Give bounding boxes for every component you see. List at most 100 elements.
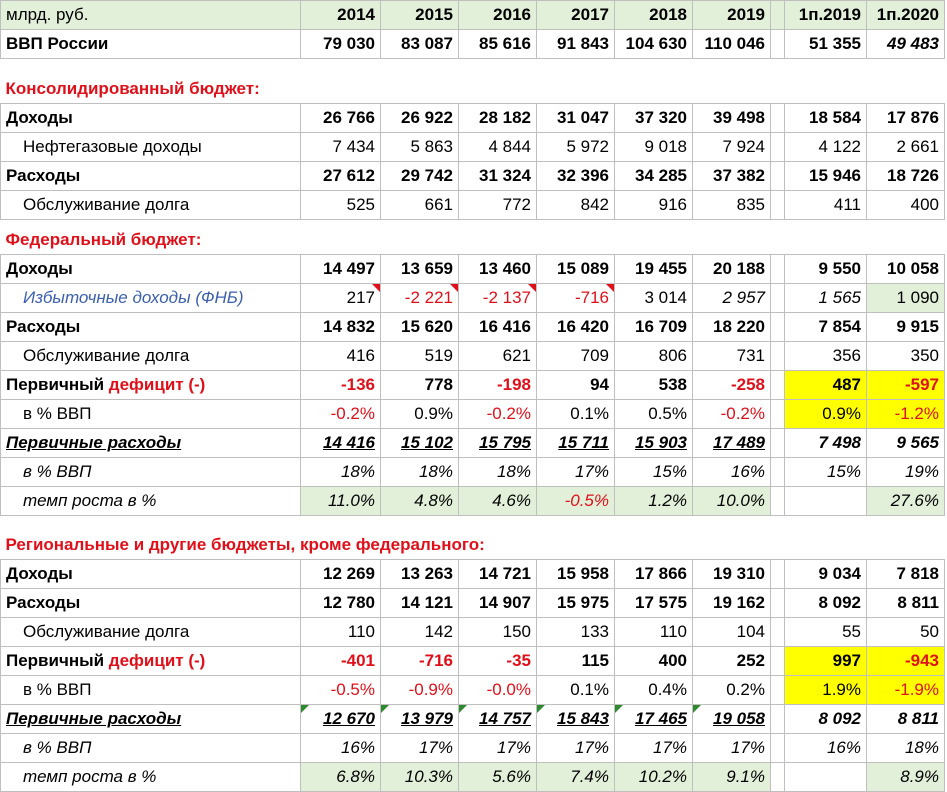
value-text: 17 465 — [635, 709, 687, 728]
value-cell: 356 — [784, 340, 867, 371]
value-cell: 7 924 — [692, 131, 771, 162]
value-cell: 6.8% — [300, 762, 381, 792]
column-gap — [770, 340, 785, 371]
value-cell: 17% — [458, 733, 537, 763]
value-cell: 14 416 — [300, 427, 381, 458]
year-header: 2014 — [300, 0, 381, 30]
value-cell: 0.5% — [614, 398, 693, 429]
row-label: Расходы — [0, 160, 301, 191]
row-label: Расходы — [0, 588, 301, 618]
value-cell: 26 766 — [300, 102, 381, 133]
value-cell: 15 946 — [784, 160, 867, 191]
value-cell: 7 854 — [784, 311, 867, 342]
year-header: 1п.2020 — [866, 0, 945, 30]
value-cell: 538 — [614, 369, 693, 400]
value-cell: 18% — [380, 456, 459, 487]
value-cell: 12 780 — [300, 588, 381, 618]
section-title: Консолидированный бюджет: — [5, 78, 260, 98]
row-label-text: Первичные расходы — [6, 432, 182, 452]
value-cell: -2 137 — [458, 282, 537, 313]
row-label: Обслуживание долга — [0, 189, 301, 220]
unit-label: млрд. руб. — [0, 0, 301, 30]
regional-expenses-row: Расходы 12 780 14 121 14 907 15 975 17 575 19 … — [0, 588, 945, 618]
value-cell: 18% — [866, 733, 945, 763]
value-cell: 15% — [784, 456, 867, 487]
value-cell: 661 — [380, 189, 459, 220]
value-cell: 27 612 — [300, 160, 381, 191]
federal-primary-deficit-row: Первичный дефицит (-) -136 778 -198 94 538 -25… — [0, 369, 945, 400]
column-gap — [770, 282, 785, 313]
row-label: Доходы — [0, 253, 301, 284]
value-cell: 104 — [692, 617, 771, 647]
value-cell: 0.1% — [536, 675, 615, 705]
value-cell: 916 — [614, 189, 693, 220]
value-cell: 34 285 — [614, 160, 693, 191]
spacer-cell — [1, 59, 945, 69]
value-text: 15 843 — [557, 709, 609, 728]
column-gap — [770, 704, 785, 734]
consolidated-non-oil-revenue-row: Нефтегазовые доходы 7 434 5 863 4 844 5 972 9… — [0, 131, 945, 162]
row-label: темп роста в % — [0, 762, 301, 792]
value-cell: 17 489 — [692, 427, 771, 458]
row-label: Первичный дефицит (-) — [0, 646, 301, 676]
row-label: Расходы — [0, 311, 301, 342]
value-cell: 842 — [536, 189, 615, 220]
value-cell: 519 — [380, 340, 459, 371]
value-cell: 14 907 — [458, 588, 537, 618]
value-cell — [784, 762, 867, 792]
value-cell: 10.2% — [614, 762, 693, 792]
column-gap — [770, 102, 785, 133]
value-cell: 15 958 — [536, 559, 615, 589]
value-text: 17 489 — [713, 432, 765, 452]
value-cell: 10 058 — [866, 253, 945, 284]
value-cell: 31 324 — [458, 160, 537, 191]
value-cell: 778 — [380, 369, 459, 400]
value-cell: 621 — [458, 340, 537, 371]
value-cell: 16% — [784, 733, 867, 763]
value-cell: 15 843 — [536, 704, 615, 734]
value-cell: 5.6% — [458, 762, 537, 792]
value-cell: 14 721 — [458, 559, 537, 589]
column-gap — [770, 29, 785, 59]
value-cell: 49 483 — [866, 29, 945, 59]
column-gap — [770, 0, 785, 30]
value-text: 13 979 — [401, 709, 453, 728]
value-cell: 17% — [536, 456, 615, 487]
regional-primary-expenses-row: Первичные расходы 12 670 13 979 14 757 15 84… — [0, 704, 945, 734]
value-cell: 217 — [300, 282, 381, 313]
value-cell: 7 434 — [300, 131, 381, 162]
value-cell: 17% — [380, 733, 459, 763]
value-cell: 9 915 — [866, 311, 945, 342]
value-cell: 14 497 — [300, 253, 381, 284]
row-label-deficit: дефицит (-) — [108, 651, 206, 670]
value-cell: 411 — [784, 189, 867, 220]
regional-revenue-row: Доходы 12 269 13 263 14 721 15 958 17 866 19 3… — [0, 559, 945, 589]
value-cell: -258 — [692, 369, 771, 400]
value-cell: 0.2% — [692, 675, 771, 705]
value-cell: 17 876 — [866, 102, 945, 133]
column-gap — [770, 456, 785, 487]
federal-revenue-row: Доходы 14 497 13 659 13 460 15 089 19 455 20 1… — [0, 253, 945, 284]
value-cell: -716 — [380, 646, 459, 676]
value-cell: 5 863 — [380, 131, 459, 162]
value-cell: 19% — [866, 456, 945, 487]
value-cell: 18 726 — [866, 160, 945, 191]
value-cell: -597 — [866, 369, 945, 400]
value-cell: 18% — [458, 456, 537, 487]
column-gap — [770, 588, 785, 618]
value-cell — [784, 485, 867, 516]
value-cell: 14 121 — [380, 588, 459, 618]
value-cell: 9.1% — [692, 762, 771, 792]
value-cell: 104 630 — [614, 29, 693, 59]
federal-growth-row: темп роста в % 11.0% 4.8% 4.6% -0.5% 1.2% 10.0… — [0, 485, 945, 516]
value-text: 19 058 — [713, 709, 765, 728]
consolidated-revenue-row: Доходы 26 766 26 922 28 182 31 047 37 320 39 4… — [0, 102, 945, 133]
value-cell: 15 795 — [458, 427, 537, 458]
regional-primary-exp-pct-row: в % ВВП 16% 17% 17% 17% 17% 17% 16% 18% — [0, 733, 945, 763]
column-gap — [770, 131, 785, 162]
spacer-cell — [1, 515, 945, 525]
value-text: 15 102 — [401, 432, 453, 452]
column-gap — [770, 485, 785, 516]
value-cell: -401 — [300, 646, 381, 676]
